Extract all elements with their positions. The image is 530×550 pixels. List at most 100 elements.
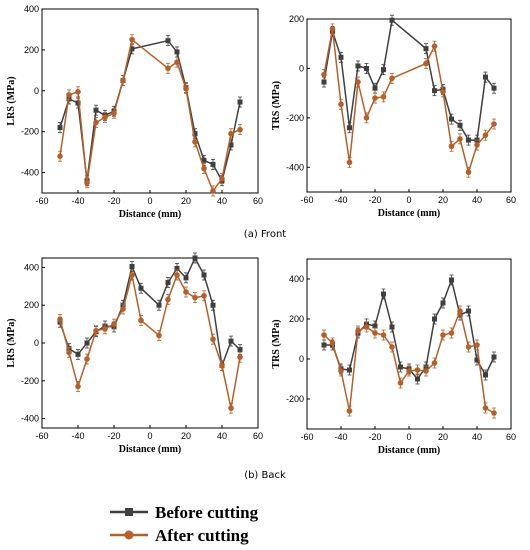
data-point-after xyxy=(57,153,63,159)
data-point-after xyxy=(192,139,198,145)
y-tick-label: 0 xyxy=(299,354,304,364)
data-point-before xyxy=(347,367,352,373)
series-line-after xyxy=(323,308,495,414)
data-point-after xyxy=(102,114,108,121)
data-point-before xyxy=(432,88,437,94)
data-point-after xyxy=(329,340,336,346)
y-tick-label: 200 xyxy=(289,314,304,324)
data-point-before xyxy=(338,54,344,60)
data-point-after xyxy=(363,324,370,330)
x-tick-label: -40 xyxy=(334,432,347,442)
data-point-after xyxy=(111,110,117,117)
x-tick-label: 0 xyxy=(406,195,411,205)
x-tick-label: -20 xyxy=(107,431,120,441)
data-point-after xyxy=(183,289,189,295)
data-point-after xyxy=(228,405,234,411)
y-tick-label: 0 xyxy=(34,86,39,96)
data-point-before xyxy=(449,277,454,283)
data-point-before xyxy=(355,63,361,69)
data-point-after xyxy=(346,408,353,414)
data-point-after xyxy=(219,175,225,182)
data-point-after xyxy=(102,326,108,332)
x-axis-label: Distance (mm) xyxy=(378,208,440,219)
data-point-before xyxy=(129,264,135,269)
data-point-after xyxy=(338,101,344,108)
data-point-before xyxy=(165,280,171,286)
data-point-after xyxy=(389,75,395,82)
legend-label-before: Before cutting xyxy=(155,503,259,522)
y-tick-label: -400 xyxy=(21,168,39,178)
x-tick-label: 40 xyxy=(472,195,482,205)
y-axis-label: LRS (MPa) xyxy=(6,76,17,125)
data-point-after xyxy=(165,65,171,72)
y-tick-label: -200 xyxy=(21,127,39,137)
data-point-before xyxy=(474,357,480,363)
data-point-after xyxy=(491,121,497,127)
data-point-after xyxy=(440,332,446,338)
x-tick-label: -20 xyxy=(368,195,381,205)
data-point-before xyxy=(347,125,352,131)
data-point-before xyxy=(389,324,395,330)
data-point-before xyxy=(156,302,162,308)
data-point-after xyxy=(457,136,463,142)
y-tick-label: -400 xyxy=(21,414,39,424)
y-axis-label: TRS (MPa) xyxy=(271,319,282,368)
data-point-after xyxy=(482,132,489,138)
data-point-after xyxy=(431,360,438,366)
data-point-after xyxy=(372,330,378,336)
data-point-after xyxy=(346,159,353,166)
data-point-after xyxy=(372,95,378,101)
data-point-after xyxy=(338,368,344,374)
data-point-after xyxy=(389,344,395,350)
data-point-after xyxy=(156,332,162,339)
data-point-after xyxy=(491,410,497,416)
data-point-after xyxy=(84,179,90,186)
data-point-before xyxy=(321,342,327,348)
data-point-after xyxy=(321,71,327,78)
data-point-before xyxy=(183,275,189,281)
data-point-after xyxy=(440,89,446,95)
chart-back-lrs: -60 -40 -20 0 20 40 60-400-2000200400Distance … xyxy=(6,252,263,455)
data-point-before xyxy=(449,116,454,122)
x-axis-label: Distance (mm) xyxy=(378,445,440,456)
data-point-after xyxy=(474,142,480,148)
data-point-before xyxy=(174,49,180,55)
data-point-after xyxy=(201,292,207,299)
x-tick-label: -60 xyxy=(300,195,313,205)
data-point-before xyxy=(491,85,497,91)
data-point-before xyxy=(491,354,497,360)
data-point-after xyxy=(397,380,404,386)
data-point-after xyxy=(406,368,412,374)
plot-frame xyxy=(306,258,512,430)
x-tick-label: 20 xyxy=(438,432,448,442)
x-tick-label: 20 xyxy=(438,195,448,205)
data-point-before xyxy=(466,137,471,143)
data-point-before xyxy=(381,67,386,73)
y-tick-label: 0 xyxy=(34,338,39,348)
x-tick-label: 20 xyxy=(181,431,191,441)
data-point-before xyxy=(228,338,234,344)
data-point-after xyxy=(482,405,489,411)
data-point-after xyxy=(237,354,243,360)
x-tick-label: -20 xyxy=(368,432,381,442)
data-point-after xyxy=(219,362,225,369)
data-point-after xyxy=(474,342,480,348)
x-tick-label: 40 xyxy=(217,431,227,441)
y-tick-label: 400 xyxy=(289,274,304,284)
data-point-before xyxy=(372,85,378,91)
x-tick-label: -40 xyxy=(71,196,84,206)
data-point-after xyxy=(423,368,429,374)
y-axis-label: LRS (MPa) xyxy=(6,318,17,367)
x-tick-label: 0 xyxy=(406,432,411,442)
legend-marker-after xyxy=(124,530,134,540)
data-point-after xyxy=(93,327,99,334)
data-point-after xyxy=(66,349,72,356)
x-tick-label: -40 xyxy=(71,431,84,441)
y-axis-label: TRS (MPa) xyxy=(271,81,282,130)
data-point-before xyxy=(75,351,81,357)
data-point-after xyxy=(423,60,429,67)
data-point-after xyxy=(321,332,327,338)
x-tick-label: 40 xyxy=(472,432,482,442)
y-tick-label: 200 xyxy=(24,45,39,55)
